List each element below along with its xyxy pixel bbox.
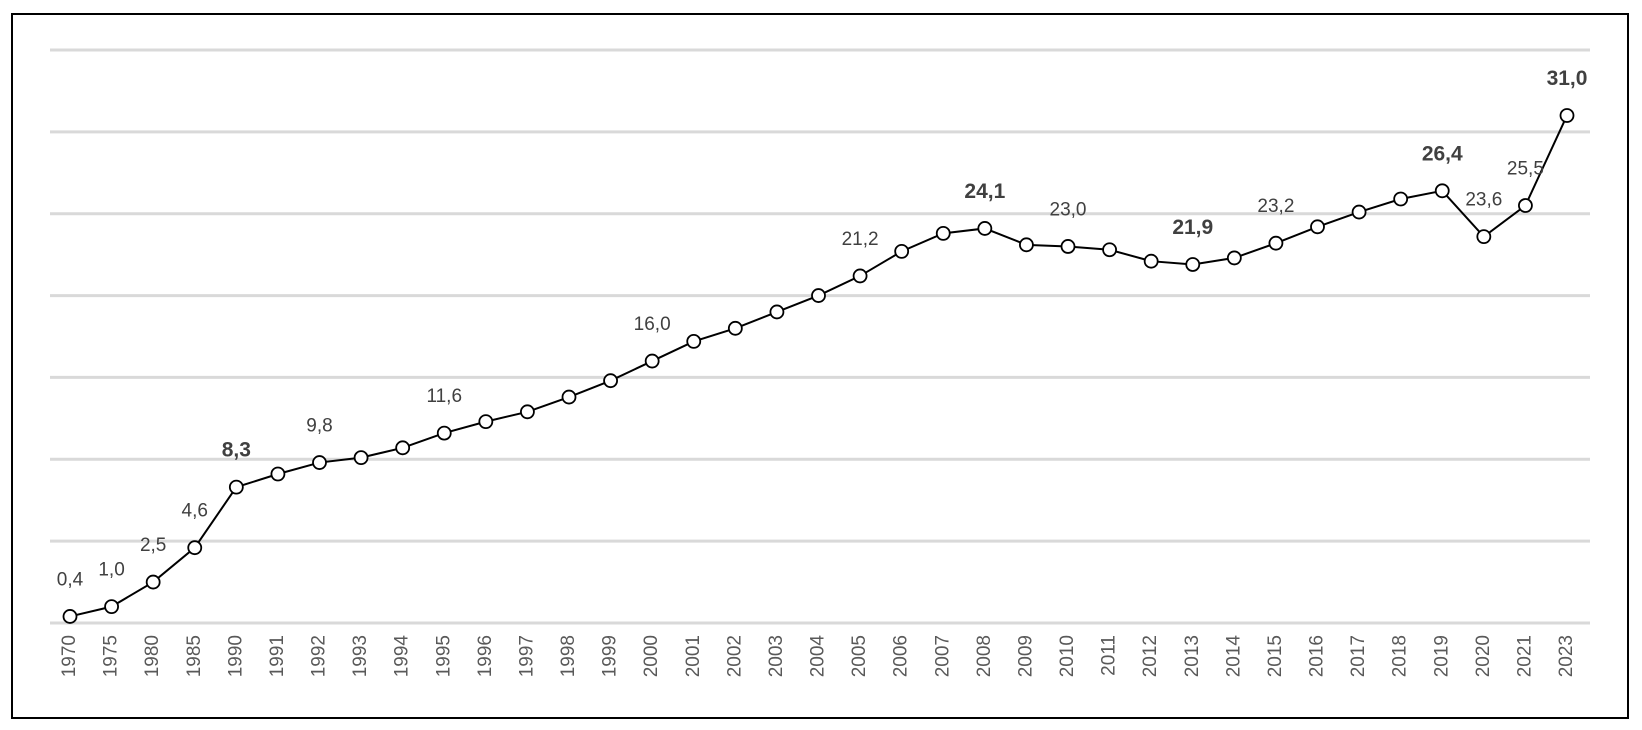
marker — [145, 574, 161, 590]
marker — [270, 466, 286, 482]
data-label: 23,6 — [1465, 190, 1502, 211]
marker — [436, 425, 452, 441]
marker — [1226, 250, 1242, 266]
data-label: 23,2 — [1257, 196, 1294, 217]
marker — [935, 225, 951, 241]
marker — [104, 599, 119, 615]
x-tick-label: 1991 — [267, 635, 288, 677]
x-tick-label: 2023 — [1556, 635, 1577, 677]
x-tick-label: 2006 — [891, 635, 912, 677]
x-tick-label: 2004 — [808, 635, 829, 678]
x-tick-label: 1998 — [558, 635, 579, 677]
x-tick-label: 2018 — [1390, 635, 1411, 677]
data-label: 31,0 — [1547, 67, 1588, 90]
marker — [312, 455, 327, 470]
marker — [603, 373, 618, 389]
data-label: 8,3 — [222, 439, 251, 462]
x-tick-label: 1992 — [309, 635, 330, 677]
x-tick-label: 2013 — [1182, 635, 1203, 677]
x-tick-label: 2000 — [641, 635, 662, 677]
marker — [1434, 183, 1450, 199]
x-tick-label: 1993 — [350, 635, 371, 677]
data-label: 9,8 — [306, 416, 332, 437]
marker — [1559, 108, 1575, 123]
marker — [228, 479, 244, 495]
marker — [977, 221, 993, 236]
marker — [1185, 257, 1201, 272]
data-label: 0,4 — [57, 569, 84, 590]
marker — [1310, 219, 1325, 235]
x-tick-label: 2009 — [1015, 635, 1036, 677]
x-tick-label: 2020 — [1473, 635, 1494, 677]
data-label: 16,0 — [634, 314, 671, 335]
marker — [353, 450, 369, 466]
x-tick-label: 2016 — [1307, 635, 1328, 677]
marker — [644, 353, 660, 369]
x-tick-label: 1970 — [59, 635, 80, 677]
marker — [727, 320, 743, 336]
data-label: 4,6 — [182, 501, 208, 522]
data-label: 24,1 — [964, 180, 1005, 203]
x-tick-label: 2012 — [1140, 635, 1161, 677]
marker — [769, 304, 785, 320]
marker — [1268, 235, 1284, 251]
x-tick-label: 1990 — [225, 635, 246, 677]
marker — [1476, 229, 1492, 245]
marker — [1518, 198, 1533, 213]
marker — [62, 609, 78, 624]
marker — [478, 414, 494, 430]
marker — [187, 540, 203, 556]
x-tick-label: 2010 — [1057, 635, 1078, 677]
x-tick-label: 1994 — [392, 635, 413, 678]
x-tick-label: 1995 — [433, 635, 454, 677]
x-tick-label: 2015 — [1265, 635, 1286, 677]
data-label: 21,9 — [1172, 216, 1213, 239]
x-tick-label: 2011 — [1099, 635, 1120, 676]
data-label: 25,5 — [1507, 159, 1544, 180]
x-tick-label: 2003 — [766, 635, 787, 677]
frame — [11, 13, 1629, 719]
data-label: 1,0 — [98, 560, 124, 581]
marker — [520, 404, 535, 420]
x-tick-label: 2021 — [1514, 635, 1535, 677]
marker — [1102, 242, 1117, 258]
marker — [1351, 204, 1367, 220]
x-tick-label: 1999 — [600, 635, 621, 677]
x-tick-label: 2005 — [849, 635, 870, 677]
x-tick-label: 2008 — [974, 635, 995, 677]
data-label: 11,6 — [426, 386, 462, 407]
x-tick-label: 2014 — [1223, 635, 1244, 678]
x-tick-label: 2017 — [1348, 635, 1369, 677]
x-tick-label: 1985 — [184, 635, 205, 677]
x-tick-label: 2007 — [932, 635, 953, 677]
data-label: 21,2 — [842, 229, 879, 250]
marker — [1060, 239, 1076, 254]
marker — [811, 288, 826, 303]
data-label: 26,4 — [1422, 142, 1463, 165]
marker — [1019, 237, 1034, 253]
marker — [852, 268, 868, 284]
x-tick-label: 2019 — [1431, 635, 1452, 677]
data-label: 23,0 — [1050, 199, 1087, 220]
marker — [686, 334, 702, 349]
x-tick-label: 1975 — [101, 635, 122, 677]
x-tick-label: 2002 — [724, 635, 745, 677]
data-label: 2,5 — [140, 535, 166, 556]
marker — [395, 440, 411, 456]
marker — [1143, 253, 1159, 269]
x-tick-label: 1996 — [475, 635, 496, 677]
marker — [894, 243, 910, 259]
x-tick-label: 1997 — [516, 635, 537, 677]
marker — [561, 389, 577, 405]
marker — [1393, 191, 1409, 207]
x-tick-label: 2001 — [683, 635, 704, 677]
x-tick-label: 1980 — [142, 635, 163, 677]
